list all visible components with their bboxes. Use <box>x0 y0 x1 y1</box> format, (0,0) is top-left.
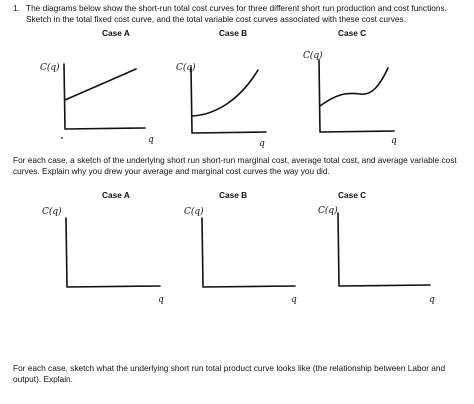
row1-case-c-tc-curve <box>319 67 389 107</box>
question-number: 1. <box>13 3 20 13</box>
row2-case-c-axes <box>337 212 431 287</box>
row2-case-a-y-label: C(q) <box>42 206 62 217</box>
row2-case-a-x-label: q <box>158 295 164 305</box>
row2-case-c-label: Case C <box>338 190 367 200</box>
row1-case-c-y-label: C(q) <box>303 50 323 61</box>
row1-case-b-label: Case B <box>219 28 248 38</box>
row1-case-a-y-label: C(q) <box>40 62 60 73</box>
bottom-text-line2: output). Explain. <box>13 374 73 384</box>
question-text-line1: The diagrams below show the short-run to… <box>26 3 447 13</box>
row1-case-b-x-label: q <box>259 139 265 149</box>
row2-case-a-label: Case A <box>102 190 130 200</box>
bottom-text-line1: For each case, sketch what the underlyin… <box>13 363 446 373</box>
row2-case-c-x-label: q <box>429 295 435 305</box>
row1-case-a-axes <box>63 63 146 130</box>
row1-case-c-label: Case C <box>338 28 367 38</box>
question-text-line2: Sketch in the total fixed cost curve, an… <box>26 14 407 24</box>
row1-case-b-y-label: C(q) <box>176 62 196 73</box>
row1-case-c-x-label: q <box>391 136 397 146</box>
row1-case-a-label: Case A <box>102 28 130 38</box>
row1-case-b-tc-curve <box>191 69 259 117</box>
row2-case-b-axes <box>201 217 296 288</box>
row2-case-b-x-label: q <box>291 295 297 305</box>
row2-case-c-y-label: C(q) <box>318 205 338 216</box>
mid-text-line2: curves. Explain why you drew your averag… <box>13 166 330 176</box>
row2-case-a-axes <box>65 217 161 288</box>
row1-case-c-axes <box>318 59 395 133</box>
row2-case-b-label: Case B <box>219 190 248 200</box>
row1-case-b-axes <box>190 66 267 134</box>
mid-text-line1: For each case, a sketch of the underlyin… <box>13 155 457 165</box>
row1-case-a-x-label: q <box>148 135 154 145</box>
row2-case-b-y-label: C(q) <box>184 206 204 217</box>
stray-dot <box>61 137 63 139</box>
row1-case-a-tc-curve <box>64 68 137 101</box>
